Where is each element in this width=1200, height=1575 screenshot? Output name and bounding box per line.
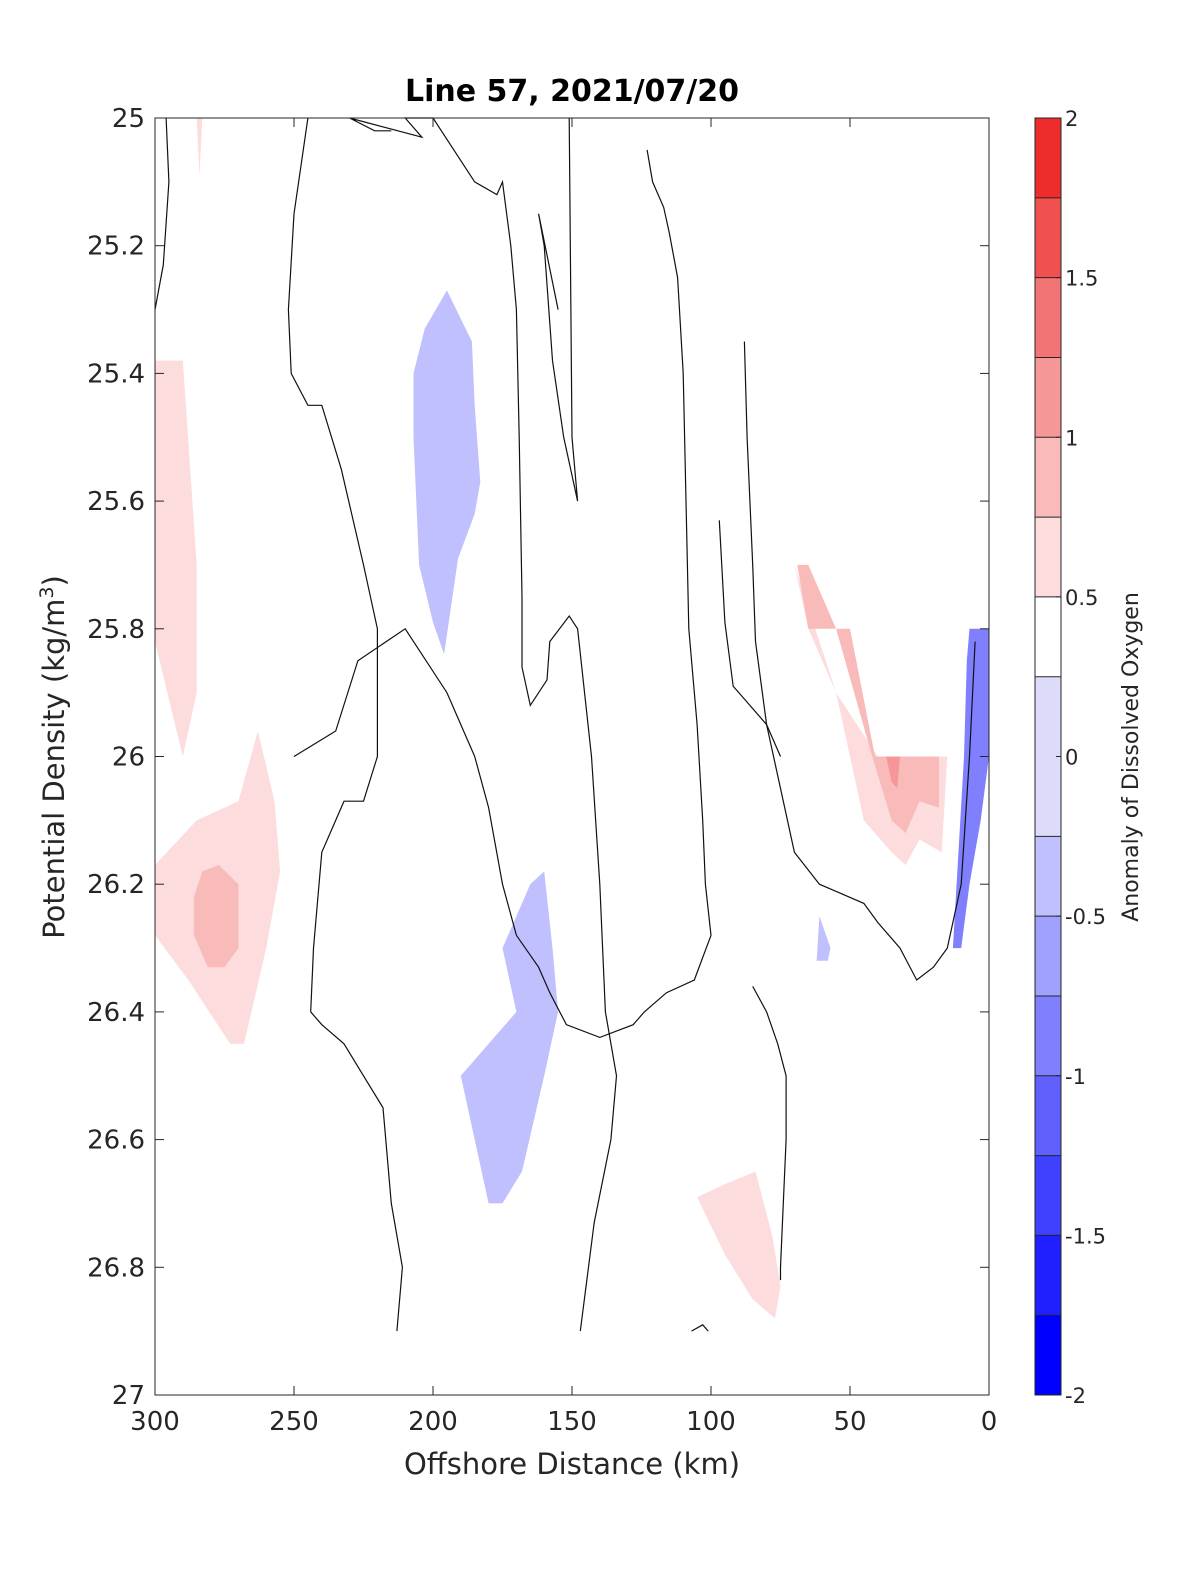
y-tick-label: 26.4	[87, 998, 145, 1028]
colorbar-swatch	[1035, 277, 1061, 358]
y-axis-ticks: 25 25.2 25.4 25.6 25.8 26 26.2 26.4 26.6 26.8 27	[87, 104, 989, 1411]
x-tick-label: 200	[408, 1407, 458, 1437]
anomaly-region-5	[460, 871, 559, 1204]
y-axis-label-superscript: 3	[36, 586, 58, 598]
zero-contour-8	[691, 1324, 709, 1332]
y-tick-label: 25.6	[87, 487, 145, 517]
y-tick-label: 26.6	[87, 1126, 145, 1156]
colorbar-swatch	[1035, 1155, 1061, 1236]
colorbar-tick-label: 0.5	[1065, 586, 1098, 610]
zero-contour-0	[154, 117, 170, 310]
y-axis-label-main: Potential Density (kg/m	[37, 599, 71, 939]
x-tick-label: 250	[269, 1407, 319, 1437]
anomaly-region-0	[155, 360, 197, 757]
colorbar-label: Anomaly of Dissolved Oxygen	[1119, 592, 1144, 922]
colorbar-swatch	[1035, 1075, 1061, 1156]
anomaly-region-3	[193, 865, 239, 968]
colorbar-tick-label: -1	[1065, 1065, 1086, 1089]
colorbar-tick-label: 0	[1065, 746, 1078, 770]
zero-contour-4	[293, 149, 712, 1039]
colorbar-swatch	[1035, 437, 1061, 518]
anomaly-region-8	[797, 564, 939, 834]
colorbar-swatch	[1035, 357, 1061, 438]
anomaly-region-9	[886, 756, 900, 789]
y-axis-label: Potential Density (kg/m3)	[36, 575, 71, 939]
colorbar-swatch	[1035, 916, 1061, 996]
colorbar-swatch	[1035, 836, 1061, 917]
x-tick-label: 50	[833, 1407, 866, 1437]
y-tick-label: 25.8	[87, 615, 145, 645]
y-tick-label: 25	[112, 104, 145, 134]
colorbar: -2 -1.5 -1 -0.5 0 0.5 1 1.5 2	[1034, 107, 1106, 1408]
colorbar-tick-label: -0.5	[1065, 905, 1106, 929]
x-tick-label: 300	[130, 1407, 180, 1437]
chart-title: Line 57, 2021/07/20	[405, 74, 739, 109]
anomaly-region-11	[697, 1171, 781, 1319]
anomaly-region-6	[816, 916, 831, 961]
colorbar-swatch	[1035, 1235, 1061, 1316]
zero-contour-3	[538, 117, 579, 502]
y-tick-label: 26.8	[87, 1253, 145, 1283]
zero-contour-1	[287, 117, 404, 1332]
colorbar-tick-label: -1.5	[1065, 1224, 1106, 1248]
anomaly-region-4	[413, 290, 481, 655]
y-tick-label: 27	[112, 1381, 145, 1411]
colorbar-swatch	[1035, 995, 1061, 1076]
y-tick-label: 26	[112, 743, 145, 773]
colorbar-tick-label: 2	[1065, 107, 1078, 131]
colorbar-swatch	[1035, 517, 1061, 597]
colorbar-swatch	[1035, 118, 1061, 198]
anomaly-region-1	[196, 118, 203, 176]
y-tick-label: 26.2	[87, 870, 145, 900]
colorbar-swatch	[1035, 197, 1061, 278]
colorbar-tick-label: 1.5	[1065, 267, 1098, 291]
y-axis-label-end: )	[37, 575, 71, 586]
x-axis-label: Offshore Distance (km)	[404, 1447, 740, 1481]
colorbar-tick-label: 1	[1065, 426, 1078, 450]
x-tick-label: 100	[686, 1407, 736, 1437]
anomaly-fills	[155, 118, 989, 1319]
zero-contour-5	[752, 986, 787, 1281]
colorbar-swatch	[1035, 596, 1061, 677]
zero-contour-6	[743, 341, 976, 981]
y-tick-label: 25.4	[87, 359, 145, 389]
x-tick-label: 0	[981, 1407, 998, 1437]
zero-contour-lines	[154, 117, 976, 1332]
zero-contour-7	[718, 520, 782, 757]
colorbar-tick-label: -2	[1065, 1384, 1086, 1408]
colorbar-swatch	[1035, 1315, 1061, 1395]
x-axis-ticks: 300 250 200 150 100 50 0	[130, 118, 997, 1437]
y-tick-label: 25.2	[87, 232, 145, 262]
x-tick-label: 150	[547, 1407, 597, 1437]
